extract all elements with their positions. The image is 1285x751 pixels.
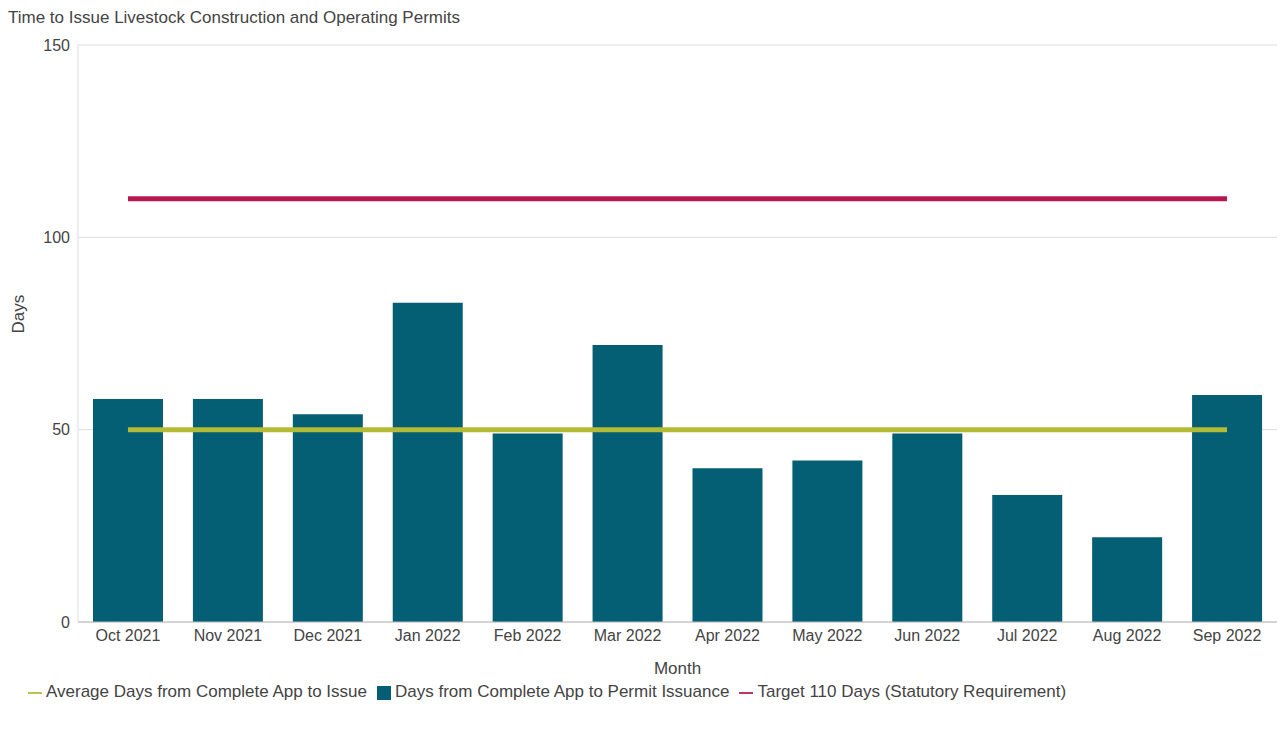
svg-text:Apr 2022: Apr 2022	[695, 627, 760, 644]
svg-text:Nov 2021: Nov 2021	[194, 627, 263, 644]
html-text:Time to Issue Livestock Constr: Time to Issue Livestock Construction and…	[8, 8, 460, 27]
html-text:Days from Complete App to Perm: Days from Complete App to Permit Issuanc…	[395, 682, 730, 701]
html-text:Target 110 Days (Statutory Req: Target 110 Days (Statutory Requirement)	[757, 682, 1067, 701]
svg-text:50: 50	[52, 421, 70, 438]
html-text:Average Days from Complete App: Average Days from Complete App to Issue	[46, 682, 367, 701]
svg-text:Oct 2021: Oct 2021	[95, 627, 160, 644]
svg-text:Dec 2021: Dec 2021	[294, 627, 363, 644]
svg-text:Jul 2022: Jul 2022	[997, 627, 1058, 644]
svg-text:Month: Month	[654, 659, 701, 678]
svg-text:150: 150	[43, 37, 70, 54]
svg-text:Mar 2022: Mar 2022	[594, 627, 662, 644]
svg-text:Sep 2022: Sep 2022	[1193, 627, 1262, 644]
svg-text:0: 0	[61, 614, 70, 631]
svg-text:Jun 2022: Jun 2022	[894, 627, 960, 644]
svg-text:Days: Days	[9, 295, 28, 334]
svg-text:Aug 2022: Aug 2022	[1093, 627, 1162, 644]
svg-text:Jan 2022: Jan 2022	[395, 627, 461, 644]
svg-text:100: 100	[43, 229, 70, 246]
svg-text:May 2022: May 2022	[792, 627, 862, 644]
svg-text:Feb 2022: Feb 2022	[494, 627, 562, 644]
